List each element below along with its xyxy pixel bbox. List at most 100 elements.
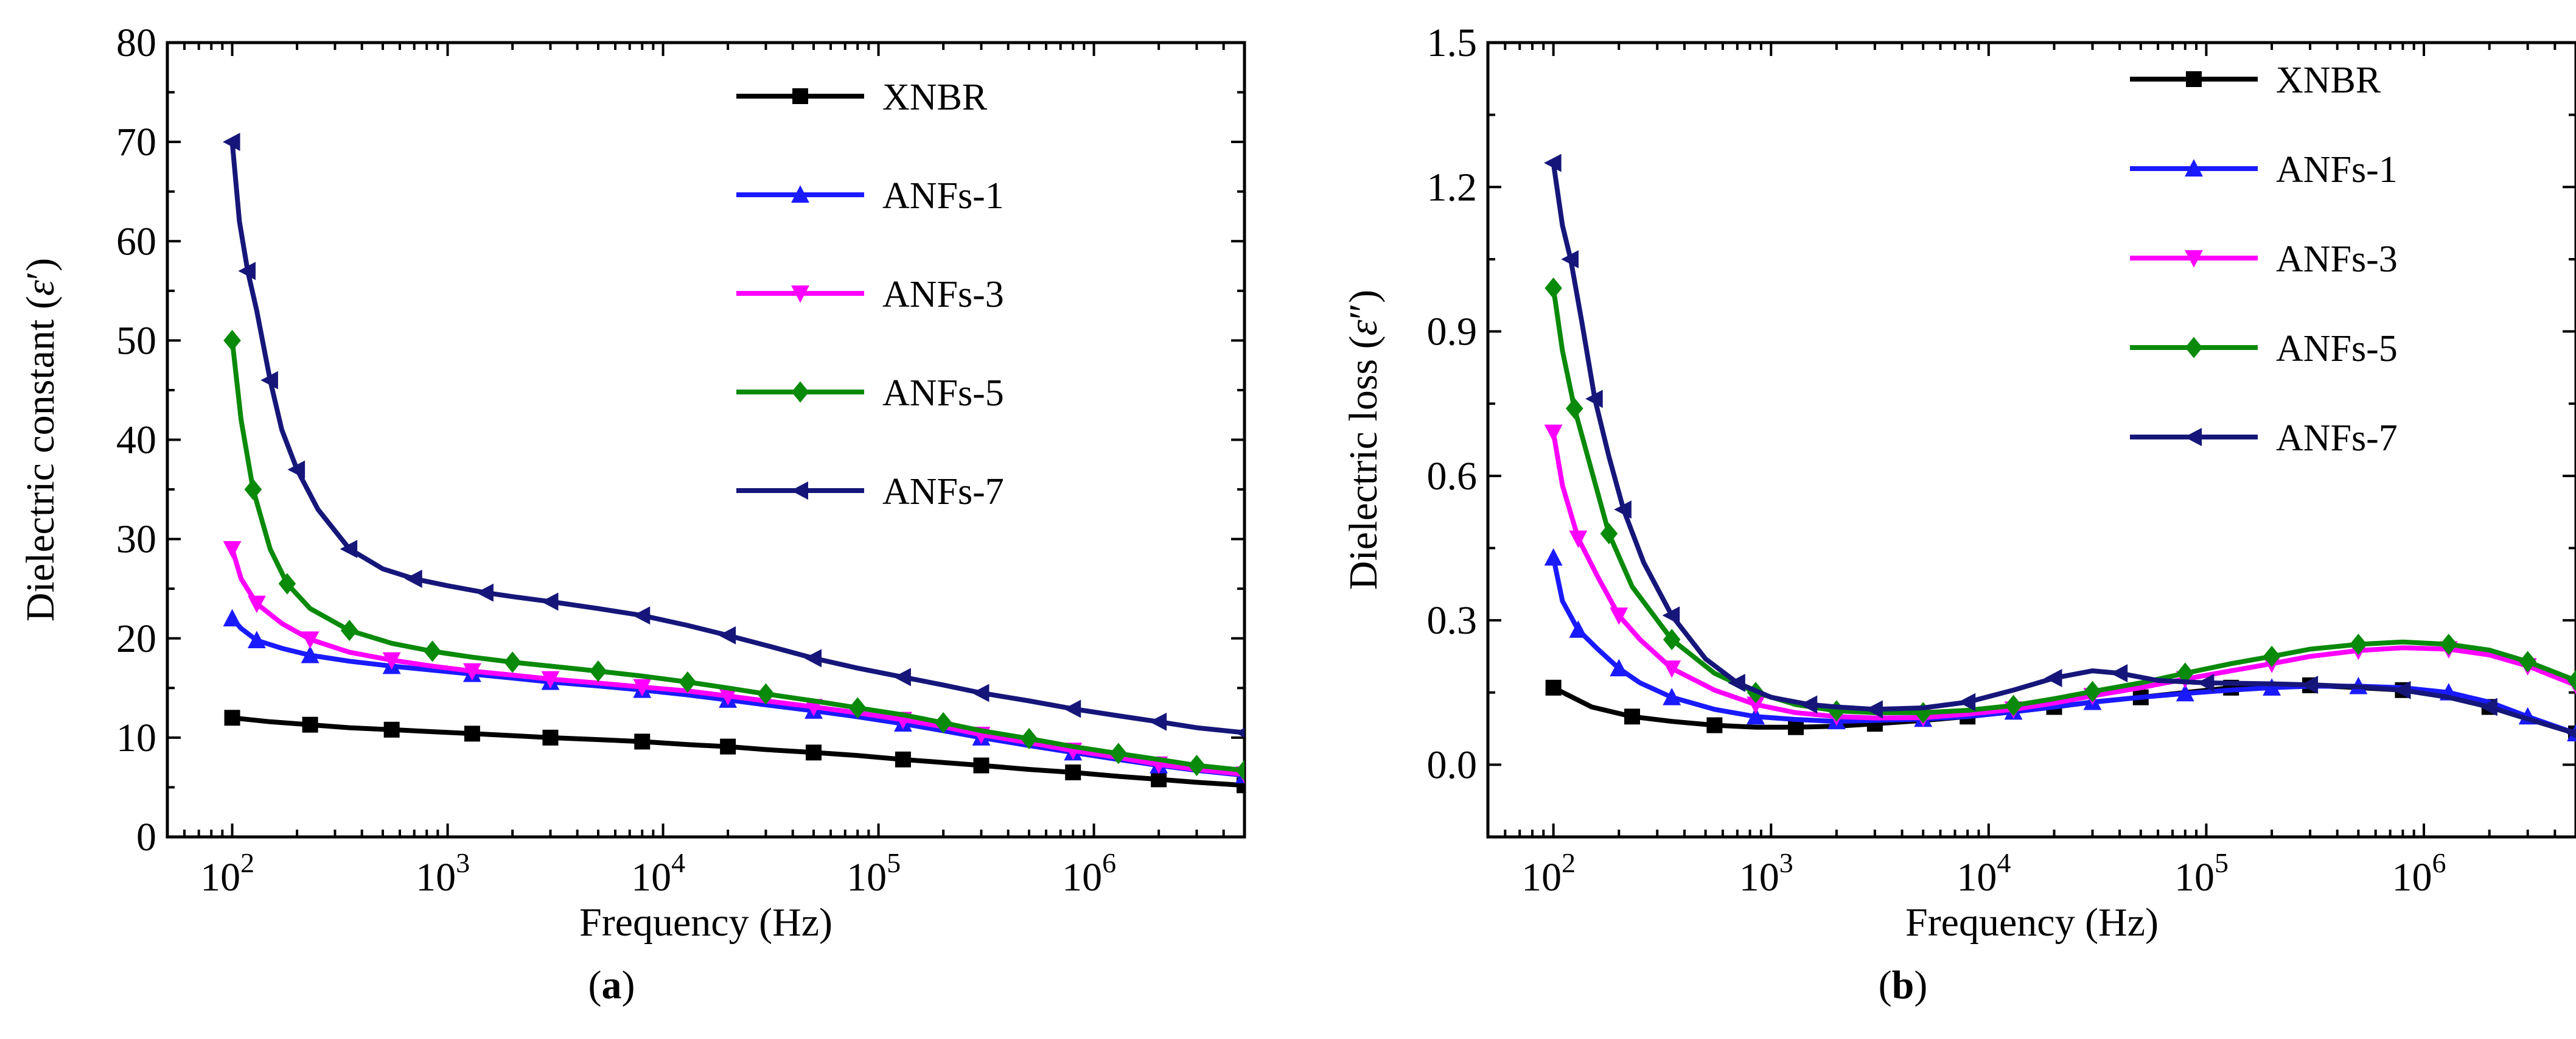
data-point	[244, 478, 262, 500]
data-point	[2300, 676, 2319, 694]
data-point	[1188, 755, 1206, 777]
data-point	[247, 631, 266, 649]
data-point	[1865, 700, 1883, 719]
data-point	[238, 262, 256, 281]
data-point	[589, 660, 607, 682]
y-tick-label: 60	[116, 219, 156, 264]
data-point	[1663, 629, 1681, 651]
data-point	[634, 733, 651, 750]
data-point	[1585, 390, 1603, 408]
x-tick-label: 106	[1062, 847, 1116, 900]
legend-marker	[2184, 428, 2202, 446]
data-point	[2110, 664, 2128, 683]
series-line-anfs-1	[1551, 557, 2576, 736]
legend-entry-anfs-5: ANFs-5	[736, 373, 1004, 414]
data-point	[462, 663, 481, 681]
legend-label: ANFs-7	[2276, 418, 2398, 459]
y-tick-label: 70	[116, 120, 156, 164]
data-point	[1600, 523, 1618, 545]
data-point	[223, 329, 241, 351]
data-point	[301, 645, 319, 663]
data-point	[476, 583, 494, 602]
x-tick-label: 103	[1739, 847, 1793, 900]
data-point	[541, 671, 560, 689]
legend-marker	[2185, 337, 2203, 359]
data-point	[1958, 693, 1976, 712]
data-point	[1914, 702, 1932, 724]
legend-marker	[791, 185, 809, 203]
data-point	[1614, 500, 1632, 519]
data-point	[719, 688, 738, 705]
data-point	[1151, 771, 1167, 788]
legend-entry-xnbr: XNBR	[2130, 60, 2381, 101]
data-point	[632, 606, 651, 625]
data-point	[718, 626, 736, 645]
data-point	[542, 729, 559, 746]
y-tick-label: 20	[116, 617, 156, 661]
data-point	[224, 710, 240, 726]
data-point	[260, 371, 278, 390]
data-point	[1235, 727, 1244, 738]
legend-entry-anfs-3: ANFs-3	[736, 274, 1004, 315]
legend-entry-anfs-3: ANFs-3	[2130, 239, 2398, 280]
data-point	[1747, 707, 1765, 725]
data-point	[848, 697, 867, 719]
data-point	[2084, 680, 2101, 702]
y-tick-label: 40	[116, 418, 156, 463]
data-point	[1663, 688, 1681, 705]
data-point	[1624, 708, 1641, 725]
data-point	[1149, 712, 1167, 731]
data-point	[1545, 679, 1562, 696]
data-point	[1561, 250, 1579, 268]
y-tick-label: 0	[136, 815, 156, 859]
legend-label: ANFs-7	[882, 471, 1004, 513]
data-point	[2044, 669, 2062, 687]
data-point	[633, 679, 652, 697]
y-axis-title: Dielectric constant (ε′)	[18, 258, 63, 622]
series-anfs-5	[1545, 277, 2576, 724]
data-point	[1020, 727, 1038, 750]
series-anfs-7	[222, 133, 1244, 738]
series-line-anfs-7	[229, 141, 1244, 735]
legend-label: XNBR	[882, 77, 988, 118]
data-point	[223, 609, 242, 627]
data-point	[2566, 728, 2576, 739]
data-point	[340, 620, 358, 642]
legend-entry-anfs-5: ANFs-5	[2130, 328, 2398, 369]
legend-marker	[2185, 159, 2203, 177]
x-tick-label: 102	[200, 847, 254, 900]
data-point	[222, 133, 240, 152]
data-point	[1063, 699, 1081, 718]
legend-label: ANFs-5	[2276, 328, 2398, 369]
chart-panel-b: 0.0 0.3 0.6 0.9 1.2 1.5 102 103 104 105 106 Frequen…	[1341, 21, 2576, 945]
legend-label: ANFs-5	[882, 373, 1004, 414]
legend-entry-anfs-1: ANFs-1	[736, 175, 1004, 217]
y-tick-label: 1.2	[1427, 165, 1478, 209]
data-point	[1569, 530, 1588, 548]
legend-marker	[791, 481, 808, 500]
series-xnbr	[1545, 677, 2576, 741]
data-point	[806, 744, 822, 761]
series-line-anfs-3	[1551, 432, 2576, 721]
data-point	[247, 595, 266, 614]
y-tick-label: 10	[116, 716, 156, 760]
x-tick-label: 103	[416, 847, 470, 900]
x-tick-label: 102	[1521, 847, 1576, 900]
data-point	[1109, 743, 1128, 764]
plot-frame	[166, 41, 1246, 839]
series-xnbr	[224, 710, 1244, 794]
data-point	[2480, 698, 2497, 716]
data-point	[1544, 548, 1563, 566]
x-tick-label: 104	[1956, 847, 2011, 900]
data-point	[1663, 660, 1681, 678]
data-point	[973, 757, 990, 774]
data-point	[1747, 696, 1765, 715]
y-tick-label: 0.9	[1427, 310, 1478, 354]
legend-label: ANFs-3	[2276, 239, 2398, 280]
data-point	[287, 460, 305, 479]
x-axis-title: Frequency (Hz)	[579, 900, 832, 945]
data-point	[223, 540, 242, 559]
plot-frame	[1486, 41, 2576, 839]
data-point	[1544, 153, 1562, 172]
y-tick-label: 30	[116, 517, 156, 562]
